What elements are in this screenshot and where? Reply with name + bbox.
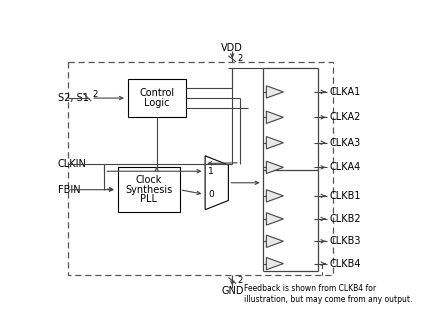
Polygon shape bbox=[267, 136, 283, 149]
Text: CLKA2: CLKA2 bbox=[330, 112, 361, 122]
Text: 0: 0 bbox=[209, 190, 214, 199]
Text: CLKB4: CLKB4 bbox=[330, 259, 362, 268]
Text: GND: GND bbox=[221, 286, 244, 296]
Text: CLKB1: CLKB1 bbox=[330, 191, 362, 201]
Text: 2: 2 bbox=[92, 90, 97, 99]
Text: Feedback is shown from CLKB4 for
illustration, but may come from any output.: Feedback is shown from CLKB4 for illustr… bbox=[244, 284, 412, 304]
Polygon shape bbox=[267, 111, 283, 124]
Text: CLKA1: CLKA1 bbox=[330, 87, 361, 97]
Text: 1: 1 bbox=[209, 167, 214, 176]
Bar bbox=[127, 79, 186, 117]
Polygon shape bbox=[267, 86, 283, 98]
Text: CLKA3: CLKA3 bbox=[330, 138, 361, 148]
Text: VDD: VDD bbox=[221, 43, 243, 53]
Text: CLKIN: CLKIN bbox=[58, 159, 87, 169]
Text: PLL: PLL bbox=[140, 194, 157, 204]
Text: CLKB3: CLKB3 bbox=[330, 236, 362, 246]
Text: S2, S1: S2, S1 bbox=[58, 93, 89, 103]
Text: Clock: Clock bbox=[135, 175, 162, 185]
Bar bbox=[118, 167, 180, 212]
Polygon shape bbox=[267, 257, 283, 270]
Text: Control: Control bbox=[139, 88, 174, 98]
Text: Synthesis: Synthesis bbox=[125, 185, 172, 195]
Text: 2: 2 bbox=[237, 54, 242, 63]
Polygon shape bbox=[205, 156, 229, 210]
Text: 2: 2 bbox=[237, 276, 242, 285]
Text: CLKA4: CLKA4 bbox=[330, 162, 361, 172]
Polygon shape bbox=[267, 190, 283, 202]
Text: Logic: Logic bbox=[144, 98, 169, 109]
Text: CLKB2: CLKB2 bbox=[330, 214, 362, 224]
Text: FBIN: FBIN bbox=[58, 185, 80, 195]
Polygon shape bbox=[267, 235, 283, 247]
Bar bbox=[68, 62, 333, 275]
Polygon shape bbox=[267, 161, 283, 173]
Polygon shape bbox=[267, 213, 283, 225]
